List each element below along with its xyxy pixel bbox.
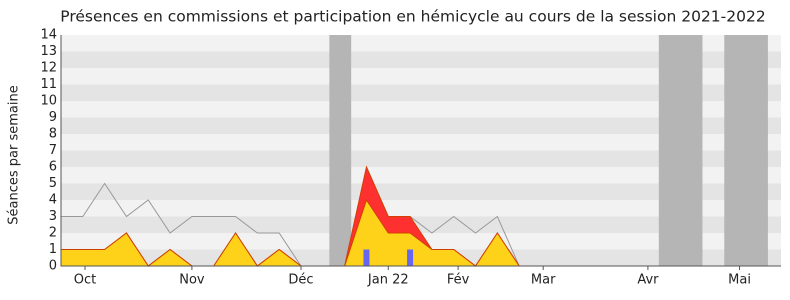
grid-stripe bbox=[61, 35, 781, 52]
grid-stripe bbox=[61, 68, 781, 85]
x-tick-label: Mar bbox=[531, 273, 556, 288]
shaded-period bbox=[658, 35, 703, 266]
y-tick-label: 12 bbox=[40, 61, 57, 76]
y-tick-label: 1 bbox=[49, 242, 57, 257]
y-tick-label: 8 bbox=[49, 127, 57, 142]
y-tick-label: 11 bbox=[40, 77, 57, 92]
y-tick-label: 14 bbox=[40, 28, 57, 43]
bar bbox=[407, 249, 414, 266]
y-tick-label: 10 bbox=[40, 94, 57, 109]
x-tick-label: Avr bbox=[637, 273, 659, 288]
grid-stripe bbox=[61, 150, 781, 167]
shaded-period bbox=[724, 35, 768, 266]
grid-stripe bbox=[61, 134, 781, 151]
y-tick-label: 3 bbox=[49, 209, 57, 224]
y-axis-label: Séances par semaine bbox=[7, 85, 22, 224]
grid-stripe bbox=[61, 200, 781, 217]
y-tick-label: 0 bbox=[49, 259, 57, 274]
x-tick-label: Oct bbox=[74, 273, 96, 288]
x-tick-label: Fév bbox=[447, 273, 470, 288]
grid-stripe bbox=[61, 84, 781, 101]
grid-stripe bbox=[61, 117, 781, 134]
x-tick-label: Nov bbox=[179, 273, 205, 288]
bar bbox=[363, 249, 370, 266]
y-tick-label: 9 bbox=[49, 110, 57, 125]
shaded-period bbox=[329, 35, 352, 266]
y-tick-label: 7 bbox=[49, 143, 57, 158]
y-tick-label: 13 bbox=[40, 44, 57, 59]
grid-stripe bbox=[61, 51, 781, 68]
y-tick-label: 5 bbox=[49, 176, 57, 191]
x-tick-label: Déc bbox=[288, 273, 313, 288]
y-tick-label: 6 bbox=[49, 160, 57, 175]
grid-stripe bbox=[61, 167, 781, 184]
grid-stripe bbox=[61, 183, 781, 200]
y-tick-label: 2 bbox=[49, 226, 57, 241]
x-tick-label: Jan 22 bbox=[367, 273, 409, 288]
chart-title: Présences en commissions et participatio… bbox=[60, 8, 765, 26]
y-tick-label: 4 bbox=[49, 193, 57, 208]
grid-stripe bbox=[61, 101, 781, 118]
x-tick-label: Mai bbox=[728, 273, 751, 288]
